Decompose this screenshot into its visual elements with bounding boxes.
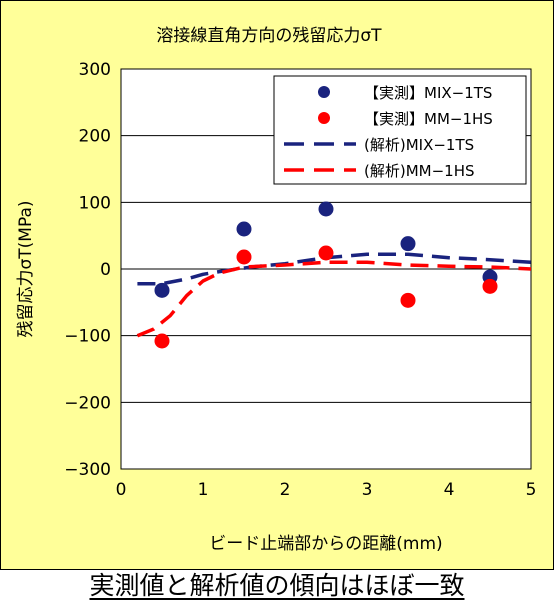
data-point <box>400 292 416 308</box>
y-tick-label: 100 <box>79 193 111 213</box>
series-points <box>154 201 498 349</box>
x-tick-label: 0 <box>116 480 127 500</box>
x-tick-label: 5 <box>526 480 537 500</box>
data-point <box>482 278 498 294</box>
legend: 【実測】MIX−1TS 【実測】MM−1HS (解析)MIX−1TS (解析)MM−1… <box>273 75 527 185</box>
data-point <box>236 221 252 237</box>
y-axis-label: 残留応力σT(MPa) <box>16 201 36 338</box>
data-point <box>400 236 416 252</box>
data-point <box>154 282 170 298</box>
y-tick-label: −300 <box>64 460 111 480</box>
y-tick-label: −200 <box>64 393 111 413</box>
y-tick-labels: 300 200 100 0 −100 −200 −300 <box>64 60 111 480</box>
y-tick-label: −100 <box>64 327 111 347</box>
series-lines <box>136 252 532 338</box>
chart-title: 溶接線直角方向の残留応力σT <box>156 26 382 46</box>
x-tick-labels: 0 1 2 3 4 5 <box>116 480 537 500</box>
data-point <box>318 245 334 261</box>
series-line-3 <box>136 260 532 338</box>
legend-label: (解析)MM−1HS <box>364 162 475 180</box>
legend-box <box>273 75 527 185</box>
legend-marker <box>318 86 330 98</box>
x-tick-label: 1 <box>198 480 209 500</box>
x-axis-label: ビード止端部からの距離(mm) <box>209 534 442 554</box>
x-tick-label: 4 <box>444 480 455 500</box>
legend-label: (解析)MIX−1TS <box>364 136 474 154</box>
x-tick-label: 3 <box>362 480 373 500</box>
y-tick-label: 0 <box>100 260 111 280</box>
legend-marker <box>318 112 330 124</box>
legend-label: 【実測】MM−1HS <box>364 110 493 128</box>
y-tick-label: 300 <box>79 60 111 80</box>
chart-svg: 溶接線直角方向の残留応力σT 300 200 100 0 −100 −200 −300 0 1… <box>16 26 537 554</box>
caption: 実測値と解析値の傾向はほぼ一致 <box>89 571 465 600</box>
chart-frame: 溶接線直角方向の残留応力σT 300 200 100 0 −100 −200 −300 0 1… <box>0 0 554 570</box>
data-point <box>154 333 170 349</box>
legend-label: 【実測】MIX−1TS <box>364 84 492 102</box>
x-tick-label: 2 <box>280 480 291 500</box>
data-point <box>318 201 334 217</box>
data-point <box>236 249 252 265</box>
y-tick-label: 200 <box>79 127 111 147</box>
